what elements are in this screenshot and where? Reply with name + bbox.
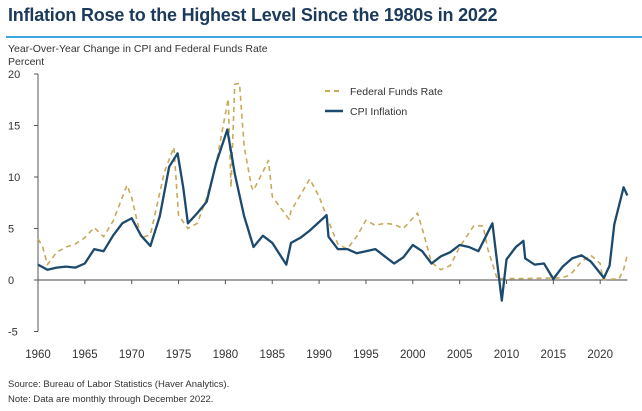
series-line-cpi-inflation xyxy=(37,128,629,302)
x-tick-label: 1990 xyxy=(306,349,332,361)
x-tick-label: 1975 xyxy=(166,349,192,361)
x-tick-label: 2000 xyxy=(400,349,426,361)
y-tick-label: 5 xyxy=(8,224,14,236)
legend-label-ffr: Federal Funds Rate xyxy=(350,86,443,98)
x-tick-label: 1980 xyxy=(213,349,239,361)
x-tick-label: 1970 xyxy=(119,349,145,361)
y-tick-label: 20 xyxy=(8,69,20,81)
x-tick-label: 2005 xyxy=(447,349,473,361)
source-note: Source: Bureau of Labor Statistics (Have… xyxy=(8,379,230,390)
x-tick-label: 2010 xyxy=(494,349,520,361)
y-tick-label: 10 xyxy=(8,172,20,184)
x-tick-label: 1985 xyxy=(259,349,285,361)
x-tick-label: 1960 xyxy=(25,349,51,361)
x-tick-label: 1965 xyxy=(72,349,98,361)
x-tick-label: 2020 xyxy=(587,349,613,361)
title-rule xyxy=(6,36,642,38)
legend: Federal Funds Rate CPI Inflation xyxy=(325,86,443,118)
series-line-federal-funds-rate xyxy=(37,82,629,281)
y-tick-label: 15 xyxy=(8,121,20,133)
legend-label-cpi: CPI Inflation xyxy=(350,106,407,118)
y-axis-label: Percent xyxy=(8,56,45,68)
data-note: Note: Data are monthly through December … xyxy=(8,394,214,405)
y-tick-label: -5 xyxy=(8,327,18,339)
y-tick-label: 0 xyxy=(8,275,14,287)
x-tick-label: 2015 xyxy=(541,349,567,361)
chart-subtitle: Year-Over-Year Change in CPI and Federal… xyxy=(8,43,268,55)
chart-title: Inflation Rose to the Highest Level Sinc… xyxy=(8,5,498,25)
x-tick-label: 1995 xyxy=(353,349,379,361)
